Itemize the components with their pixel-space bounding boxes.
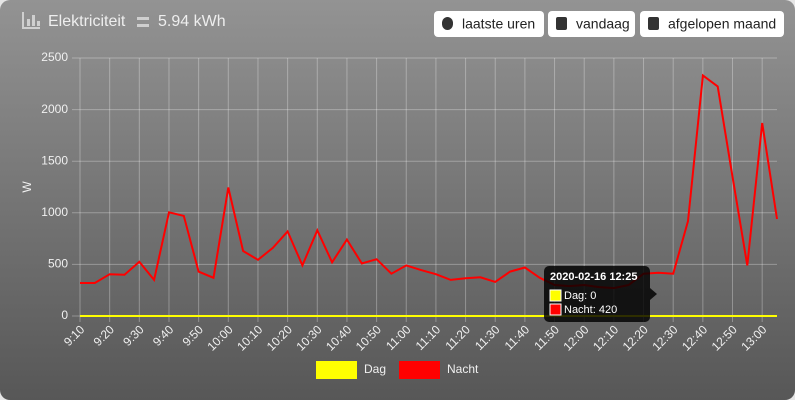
range-button[interactable]: afgelopen maand (640, 11, 784, 37)
y-tick-label: 2000 (41, 102, 68, 116)
button-icon (648, 17, 659, 30)
tooltip-arrow (650, 288, 657, 300)
y-axis-label: W (20, 181, 34, 193)
tooltip-line: Nacht: 420 (564, 304, 617, 316)
y-tick-label: 1500 (41, 153, 68, 167)
y-tick-label: 500 (48, 257, 68, 271)
chart-icon (22, 12, 40, 29)
tooltip-swatch (549, 289, 562, 302)
button-label: laatste uren (462, 16, 535, 32)
button-bg (548, 11, 635, 37)
tooltip: 2020-02-16 12:25 Dag: 0 Nacht: 420 (544, 266, 657, 322)
y-tick-label: 1000 (41, 205, 68, 219)
legend-label: Nacht (447, 362, 479, 376)
tooltip-title: 2020-02-16 12:25 (550, 271, 637, 283)
legend-item[interactable]: Nacht (399, 361, 479, 379)
equals-icon (137, 17, 149, 27)
header-total: 5.94 kWh (158, 13, 226, 30)
legend-label: Dag (364, 362, 386, 376)
series-line (80, 73, 778, 290)
tooltip-swatch (549, 303, 562, 316)
tooltip-line: Dag: 0 (564, 290, 596, 302)
button-icon (556, 17, 567, 30)
button-icon (442, 17, 453, 30)
button-label: afgelopen maand (668, 16, 776, 32)
button-bg (640, 11, 784, 37)
legend-swatch (316, 361, 357, 379)
y-tick-label: 0 (61, 308, 68, 322)
range-button[interactable]: laatste uren (434, 11, 544, 37)
y-tick-label: 2500 (41, 50, 68, 64)
button-label: vandaag (576, 16, 630, 32)
button-bg (434, 11, 544, 37)
header-title: Elektriciteit (48, 13, 126, 30)
legend-item[interactable]: Dag (316, 361, 386, 379)
tooltip-bg (544, 266, 650, 322)
range-button[interactable]: vandaag (548, 11, 635, 37)
legend-swatch (399, 361, 440, 379)
